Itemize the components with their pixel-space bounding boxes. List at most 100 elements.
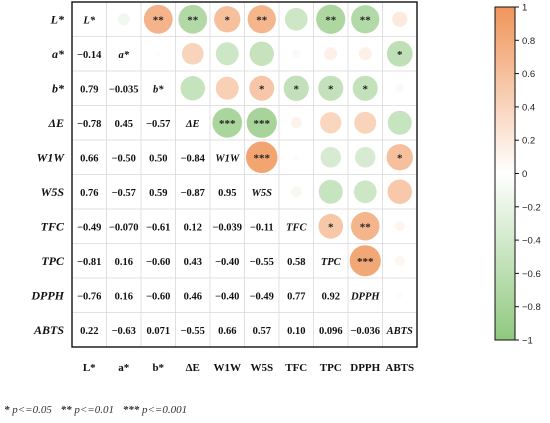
corr-value-9-4: 0.66 xyxy=(218,326,236,337)
corr-value-5-0: 0.76 xyxy=(80,188,98,199)
diagonal-label-5: W5S xyxy=(252,188,273,199)
row-label-4: W1W xyxy=(37,150,66,164)
corr-circle-0-9 xyxy=(392,12,407,27)
diagonal-label-2: b* xyxy=(153,84,164,95)
col-label-3: ΔE xyxy=(186,362,200,374)
col-label-6: TFC xyxy=(285,362,307,374)
colorbar-tick-label-8: −0.6 xyxy=(522,269,541,280)
corr-value-8-0: −0.76 xyxy=(77,291,101,302)
corr-circle-5-6 xyxy=(291,186,302,197)
corr-value-8-1: 0.16 xyxy=(115,291,133,302)
col-label-9: ABTS xyxy=(385,362,414,374)
corr-value-4-3: −0.84 xyxy=(181,153,206,164)
colorbar-tick-label-7: −0.4 xyxy=(522,236,541,247)
significance-mark-6-8: ** xyxy=(360,221,372,233)
corr-circle-4-8 xyxy=(355,147,376,168)
corr-value-5-1: −0.57 xyxy=(112,188,136,199)
corr-circle-3-7 xyxy=(320,112,341,133)
colorbar-tick-label-0: 1 xyxy=(522,3,527,14)
corr-value-3-2: −0.57 xyxy=(146,119,170,130)
corr-circle-8-9 xyxy=(397,292,403,298)
corr-circle-2-3 xyxy=(181,76,205,100)
diagonal-label-7: TPC xyxy=(321,257,342,268)
colorbar-tick-label-1: 0.8 xyxy=(522,36,535,47)
significance-mark-0-5: ** xyxy=(256,14,268,26)
row-label-7: TPC xyxy=(41,254,65,268)
corr-circle-3-8 xyxy=(354,112,376,134)
col-label-0: L* xyxy=(83,362,96,374)
corr-circle-1-4 xyxy=(216,42,239,65)
corr-circle-3-6 xyxy=(291,117,302,128)
diagonal-label-3: ΔE xyxy=(185,119,200,130)
corr-value-1-0: −0.14 xyxy=(77,50,102,61)
corr-value-8-5: −0.49 xyxy=(250,291,274,302)
significance-mark-2-5: * xyxy=(259,83,265,95)
corr-value-5-3: −0.87 xyxy=(181,188,205,199)
corr-value-9-2: 0.071 xyxy=(146,326,170,337)
corr-circle-5-9 xyxy=(388,180,412,204)
corr-value-8-2: −0.60 xyxy=(146,291,170,302)
significance-legend-1: * p<=0.05 xyxy=(4,404,52,416)
corr-circle-4-6 xyxy=(293,154,299,160)
colorbar-tick-label-5: 0 xyxy=(522,169,527,180)
significance-mark-2-6: * xyxy=(294,83,300,95)
significance-mark-3-5: *** xyxy=(254,118,271,130)
colorbar xyxy=(495,7,515,340)
corr-circle-5-8 xyxy=(354,180,377,203)
corr-value-7-3: 0.43 xyxy=(184,257,202,268)
corr-value-8-6: 0.77 xyxy=(287,291,305,302)
corr-circle-3-9 xyxy=(388,111,412,135)
corr-circle-7-9 xyxy=(395,256,405,266)
corr-value-7-5: −0.55 xyxy=(250,257,274,268)
corr-value-9-1: −0.63 xyxy=(112,326,136,337)
col-label-2: b* xyxy=(152,362,164,374)
corr-value-2-1: −0.035 xyxy=(109,84,139,95)
row-label-5: W5S xyxy=(41,185,65,199)
col-label-7: TPC xyxy=(320,362,342,374)
corr-value-7-0: −0.81 xyxy=(77,257,101,268)
corr-value-5-2: 0.59 xyxy=(149,188,167,199)
corr-circle-4-7 xyxy=(320,147,341,168)
diagonal-label-8: DPPH xyxy=(350,291,380,302)
corr-value-9-5: 0.57 xyxy=(253,326,271,337)
diagonal-label-4: W1W xyxy=(215,153,240,164)
corr-circle-6-9 xyxy=(395,221,405,231)
row-label-1: a* xyxy=(52,47,65,61)
significance-mark-4-5: *** xyxy=(254,152,271,164)
corr-circle-1-5 xyxy=(250,42,274,66)
significance-mark-1-9: * xyxy=(397,49,403,61)
significance-legend-3: *** p<=0.001 xyxy=(123,404,187,416)
significance-mark-3-4: *** xyxy=(219,118,236,130)
col-label-4: W1W xyxy=(214,362,242,374)
corr-circle-1-8 xyxy=(359,47,372,60)
significance-mark-6-7: * xyxy=(328,221,334,233)
corr-value-6-2: −0.61 xyxy=(146,222,170,233)
row-label-6: TFC xyxy=(41,219,65,233)
corr-value-8-7: 0.92 xyxy=(322,291,340,302)
corr-value-4-2: 0.50 xyxy=(149,153,167,164)
corr-value-6-0: −0.49 xyxy=(77,222,101,233)
corr-value-9-0: 0.22 xyxy=(80,326,98,337)
corr-value-4-0: 0.66 xyxy=(80,153,98,164)
significance-mark-0-8: ** xyxy=(360,14,372,26)
significance-mark-0-3: ** xyxy=(187,14,199,26)
corr-value-8-3: 0.46 xyxy=(184,291,202,302)
row-label-3: ΔE xyxy=(47,116,64,130)
significance-mark-0-2: ** xyxy=(153,14,165,26)
diagonal-label-9: ABTS xyxy=(386,326,413,337)
corr-value-5-4: 0.95 xyxy=(218,188,236,199)
colorbar-tick-label-10: −1 xyxy=(522,336,533,347)
corr-circle-0-6 xyxy=(285,8,308,31)
corr-value-3-0: −0.78 xyxy=(77,119,101,130)
corr-circle-0-1 xyxy=(118,13,130,25)
colorbar-tick-label-9: −0.8 xyxy=(522,302,541,313)
corr-value-6-4: −0.039 xyxy=(212,222,242,233)
corr-value-8-4: −0.40 xyxy=(215,291,239,302)
significance-mark-7-8: *** xyxy=(357,256,374,268)
significance-mark-2-7: * xyxy=(328,83,334,95)
colorbar-tick-label-6: −0.2 xyxy=(522,202,541,213)
colorbar-tick-label-2: 0.6 xyxy=(522,69,535,80)
corr-circle-2-4 xyxy=(216,77,239,100)
significance-mark-2-8: * xyxy=(363,83,369,95)
